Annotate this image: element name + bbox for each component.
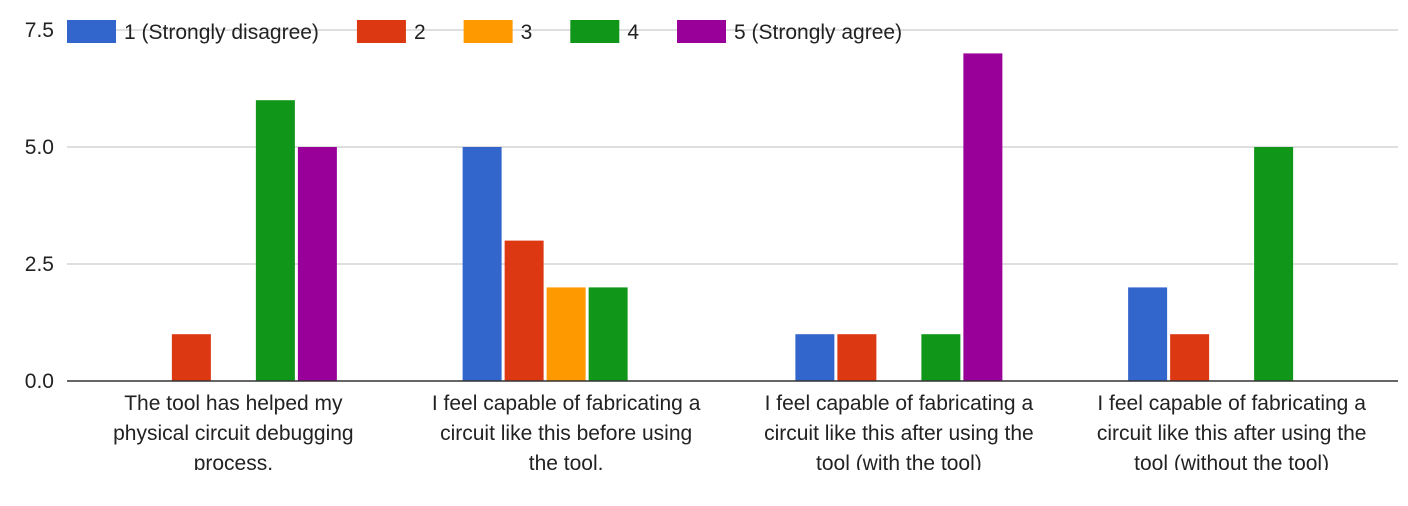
category-label: I feel capable of fabricating a xyxy=(1097,392,1366,415)
category-label: circuit like this before using xyxy=(440,422,692,445)
legend-item: 4 xyxy=(570,20,639,44)
bar xyxy=(255,100,295,381)
category-label: physical circuit debugging xyxy=(113,422,353,445)
bar xyxy=(171,334,211,381)
legend-swatch xyxy=(570,20,620,43)
category-labels: The tool has helped my physical circuit d… xyxy=(113,392,1367,475)
bar xyxy=(546,287,586,381)
legend: 1 (Strongly disagree) 2 3 4 5 (Strongly agre… xyxy=(67,20,902,44)
legend-item: 5 (Strongly agree) xyxy=(677,20,902,44)
legend-swatch xyxy=(677,20,726,43)
y-axis-tick-labels: 0.0 2.5 5.0 7.5 xyxy=(25,19,54,393)
legend-swatch xyxy=(356,20,406,43)
legend-swatch xyxy=(67,20,116,43)
bar xyxy=(462,147,502,381)
legend-label: 3 xyxy=(521,21,533,44)
legend-label: 5 (Strongly agree) xyxy=(734,21,902,44)
bar xyxy=(588,287,628,381)
category-label: circuit like this after using the xyxy=(1097,422,1367,445)
y-tick-label: 2.5 xyxy=(25,253,54,276)
y-tick-label: 0.0 xyxy=(25,370,54,393)
y-tick-label: 7.5 xyxy=(25,19,54,42)
bar xyxy=(297,147,337,381)
category-label: the tool. xyxy=(529,452,604,475)
category-label-group: The tool has helped my physical circuit d… xyxy=(113,392,1367,475)
category-label: circuit like this after using the xyxy=(764,422,1034,445)
category-label: tool (with the tool) xyxy=(816,452,982,475)
legend-label: 1 (Strongly disagree) xyxy=(124,21,319,44)
legend-label: 4 xyxy=(627,21,639,44)
legend-swatch xyxy=(463,20,513,43)
category-label: process. xyxy=(194,452,273,475)
legend-item: 1 (Strongly disagree) xyxy=(67,20,319,44)
bar xyxy=(795,334,835,381)
bar xyxy=(963,53,1003,382)
legend-item: 3 xyxy=(463,20,533,44)
bar xyxy=(1128,287,1168,381)
category-label: I feel capable of fabricating a xyxy=(432,392,701,415)
bars xyxy=(171,53,1294,382)
bar xyxy=(504,240,544,381)
bar xyxy=(837,334,877,381)
bar xyxy=(1254,147,1294,381)
category-label: tool (without the tool) xyxy=(1134,452,1329,475)
legend-item: 2 xyxy=(356,20,426,44)
category-label: I feel capable of fabricating a xyxy=(765,392,1034,415)
bar xyxy=(921,334,961,381)
bar xyxy=(1170,334,1210,381)
category-label: The tool has helped my xyxy=(124,392,343,415)
legend-label: 2 xyxy=(414,21,426,44)
y-tick-label: 5.0 xyxy=(25,136,54,159)
